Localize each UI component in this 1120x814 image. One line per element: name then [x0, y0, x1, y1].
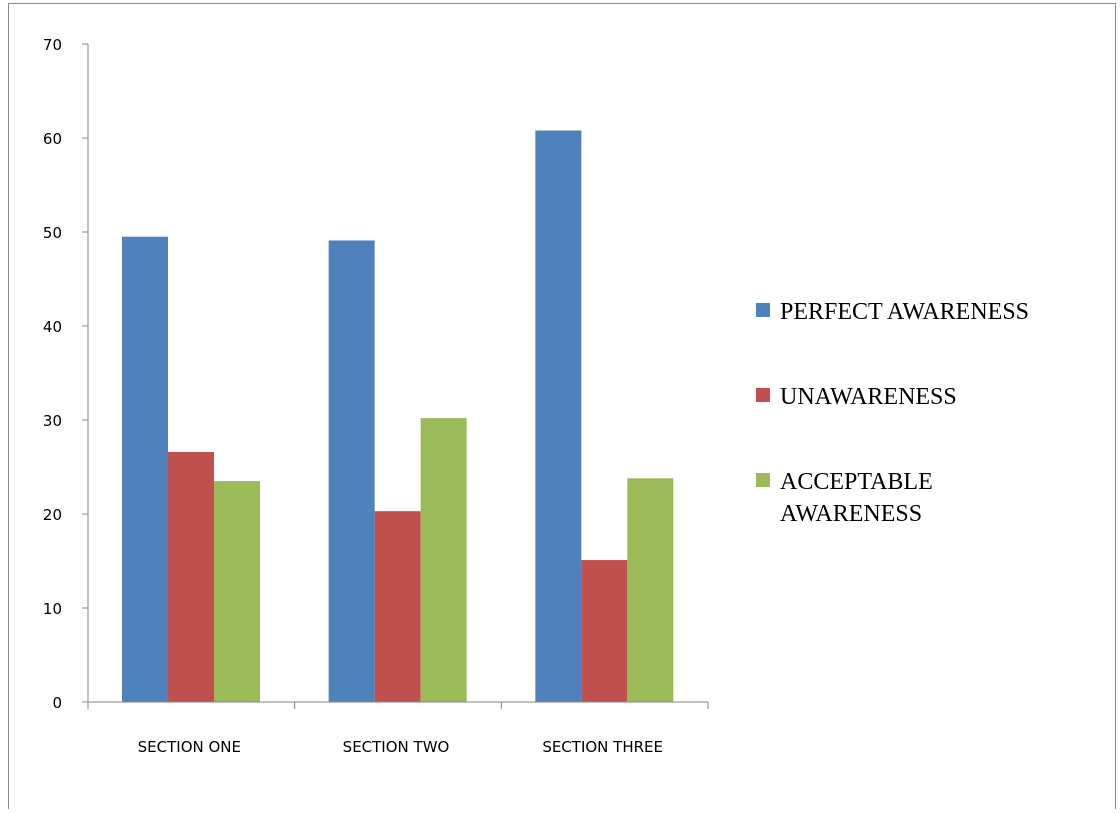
bar-perfect-awareness-section-one: [122, 236, 168, 702]
bar-unawareness-section-one: [168, 451, 214, 702]
chart-frame: 0 10 20 30 40 50 60 70 SECTION ONE SECTION TWO SEC…: [8, 3, 1116, 809]
x-category-label: SECTION ONE: [138, 738, 241, 756]
legend-label: ACCEPTABLE: [780, 469, 933, 495]
legend-swatch-acceptable-awareness: [756, 473, 770, 487]
legend-label: UNAWARENESS: [780, 384, 957, 410]
bar-perfect-awareness-section-three: [535, 130, 582, 703]
bar-acceptable-awareness-section-one: [214, 481, 260, 702]
y-tick-label: 60: [43, 130, 62, 148]
legend-swatch-perfect-awareness: [756, 303, 770, 317]
y-tick-label: 20: [43, 506, 62, 524]
bar-acceptable-awareness-section-two: [420, 418, 467, 702]
legend-label: AWARENESS: [780, 501, 922, 527]
y-tick-label: 0: [52, 694, 62, 712]
bar-unawareness-section-two: [374, 511, 421, 702]
legend-label: PERFECT AWARENESS: [780, 299, 1029, 325]
y-tick-label: 70: [43, 36, 62, 54]
x-category-label: SECTION THREE: [542, 738, 663, 756]
y-tick-label: 10: [43, 600, 62, 618]
legend-swatch-unawareness: [756, 388, 770, 402]
bar-acceptable-awareness-section-three: [627, 478, 674, 702]
y-tick-label: 50: [43, 224, 62, 242]
bar-chart: 0 10 20 30 40 50 60 70 SECTION ONE SECTION TWO SEC…: [43, 36, 1029, 756]
y-tick-label: 30: [43, 412, 62, 430]
bar-unawareness-section-three: [581, 560, 628, 702]
x-category-label: SECTION TWO: [343, 738, 450, 756]
y-tick-label: 40: [43, 318, 62, 336]
bar-perfect-awareness-section-two: [328, 240, 375, 702]
